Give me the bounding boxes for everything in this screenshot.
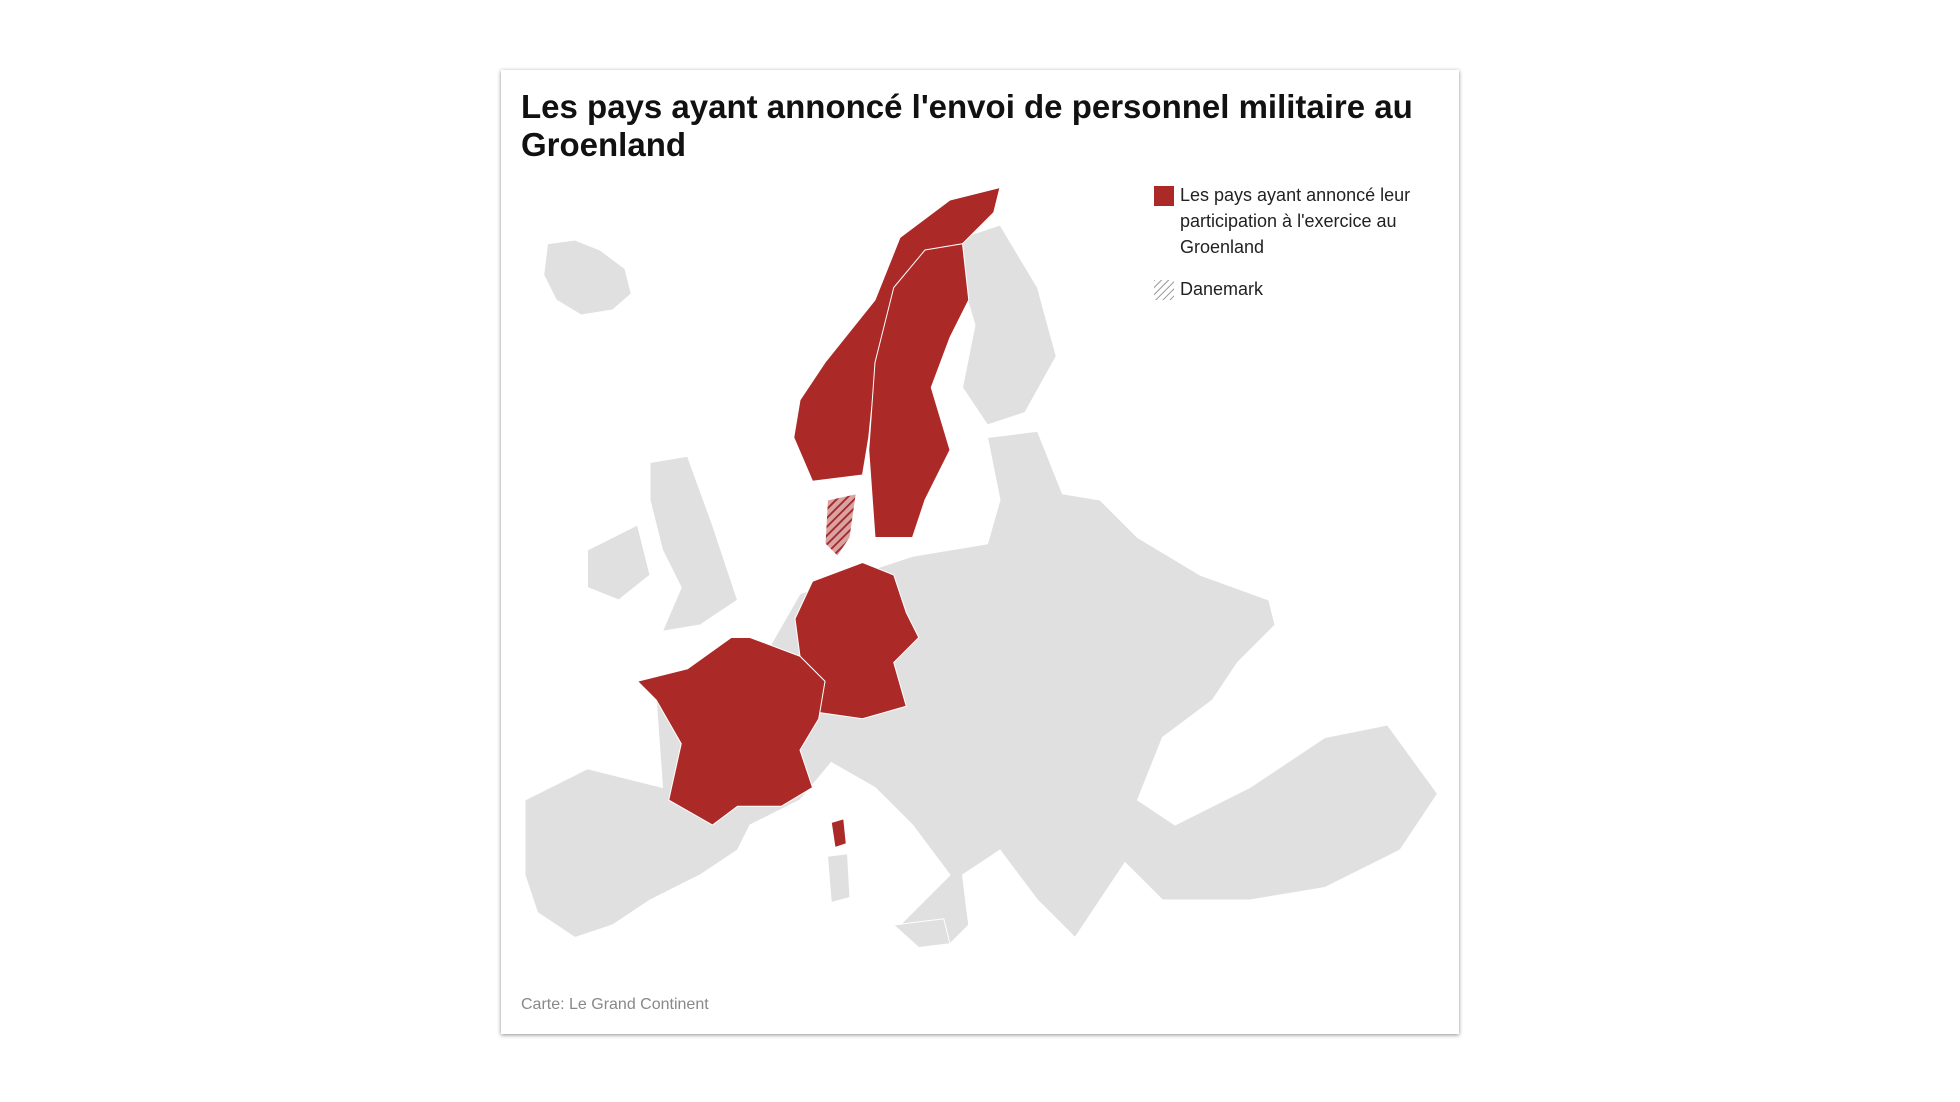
europe bbox=[524, 186, 1439, 949]
finland bbox=[955, 224, 1057, 426]
map bbox=[524, 186, 1439, 949]
sardinia bbox=[826, 853, 851, 904]
sweden bbox=[868, 243, 970, 538]
france bbox=[636, 637, 826, 826]
corsica bbox=[830, 818, 847, 849]
great-britain bbox=[649, 455, 739, 632]
iceland bbox=[543, 239, 632, 316]
legend-item: Danemark bbox=[1154, 276, 1440, 302]
legend-swatch bbox=[1154, 280, 1174, 300]
legend-label: Les pays ayant annoncé leur participatio… bbox=[1180, 185, 1411, 257]
legend-swatch bbox=[1154, 186, 1174, 206]
legend-item: Les pays ayant annoncé leur participatio… bbox=[1154, 182, 1440, 260]
continent bbox=[524, 430, 1439, 945]
sicily bbox=[892, 918, 951, 949]
map-title: Les pays ayant annoncé l'envoi de person… bbox=[521, 88, 1413, 163]
legend-label: Danemark bbox=[1180, 279, 1264, 299]
denmark bbox=[824, 493, 857, 558]
source: Carte: Le Grand Continent bbox=[521, 996, 709, 1013]
map-card: Les pays ayant annoncé l'envoi de person… bbox=[501, 70, 1459, 1034]
ireland bbox=[587, 524, 651, 601]
